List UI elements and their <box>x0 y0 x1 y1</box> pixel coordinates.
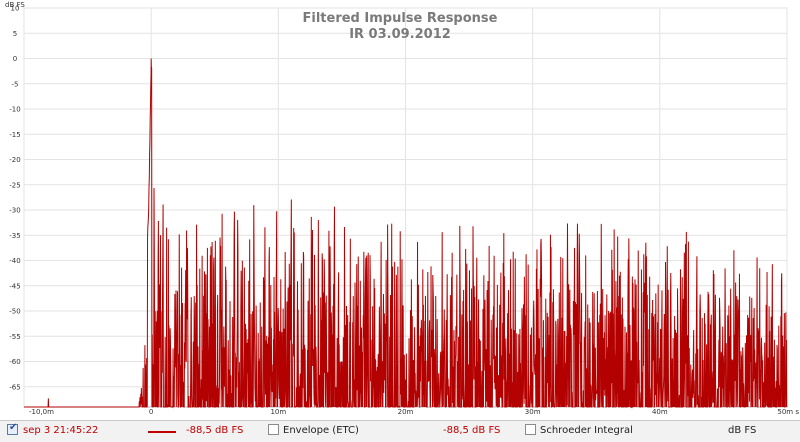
legend-bar: sep 3 21:45:22 -88,5 dB FS Envelope (ETC… <box>0 420 800 442</box>
impulse-response-trace <box>24 58 788 409</box>
x-tick-label: 20m <box>398 408 414 416</box>
y-axis-ticks: 10 5 0 -5 -10 -15 -20 -25 -30 -35 -40 -45 -50 -55 -60 -… <box>9 5 20 392</box>
y-tick-label: -60 <box>9 358 20 366</box>
grid <box>23 7 788 408</box>
y-tick-label: -30 <box>9 207 20 215</box>
y-tick-label: -65 <box>9 383 20 391</box>
x-tick-label: 10m <box>270 408 286 416</box>
y-tick-label: -15 <box>9 131 20 139</box>
envelope-label: Envelope (ETC) <box>283 425 359 436</box>
schroeder-value: dB FS <box>728 425 757 436</box>
chart-title: Filtered Impulse Response <box>303 11 498 26</box>
y-tick-label: -35 <box>9 232 20 240</box>
y-tick-label: -25 <box>9 181 20 189</box>
y-tick-label: -20 <box>9 156 20 164</box>
schroeder-label: Schroeder Integral <box>540 425 633 436</box>
y-tick-label: -45 <box>9 282 20 290</box>
y-tick-label: 5 <box>13 30 17 38</box>
y-tick-label: -50 <box>9 308 20 316</box>
x-tick-label: 50m s <box>777 408 799 416</box>
x-tick-label: -10,0m <box>29 408 54 416</box>
x-axis-ticks: -10,0m 0 10m 20m 30m 40m 50m s <box>29 408 799 416</box>
y-tick-label: -5 <box>12 80 19 88</box>
y-tick-label: 10 <box>11 5 20 13</box>
x-tick-label: 40m <box>652 408 668 416</box>
y-tick-label: -10 <box>9 106 20 114</box>
trace-label: sep 3 21:45:22 <box>23 425 99 436</box>
trace-value: -88,5 dB FS <box>186 425 244 436</box>
schroeder-checkbox[interactable] <box>525 424 536 435</box>
impulse-response-chart[interactable]: dB FS Filtered Impulse Response IR 03.09… <box>0 0 800 420</box>
chart-svg: dB FS Filtered Impulse Response IR 03.09… <box>5 1 799 416</box>
y-tick-label: 0 <box>13 55 17 63</box>
trace-color-swatch <box>148 431 176 433</box>
chart-subtitle: IR 03.09.2012 <box>349 27 451 42</box>
plot-area <box>24 58 788 409</box>
envelope-checkbox[interactable] <box>268 424 279 435</box>
x-tick-label: 30m <box>525 408 541 416</box>
y-tick-label: -55 <box>9 333 20 341</box>
envelope-value: -88,5 dB FS <box>443 425 501 436</box>
y-axis-label: dB FS <box>5 1 25 9</box>
x-tick-label: 0 <box>149 408 153 416</box>
trace-visibility-checkbox[interactable] <box>7 422 18 435</box>
y-tick-label: -40 <box>9 257 20 265</box>
